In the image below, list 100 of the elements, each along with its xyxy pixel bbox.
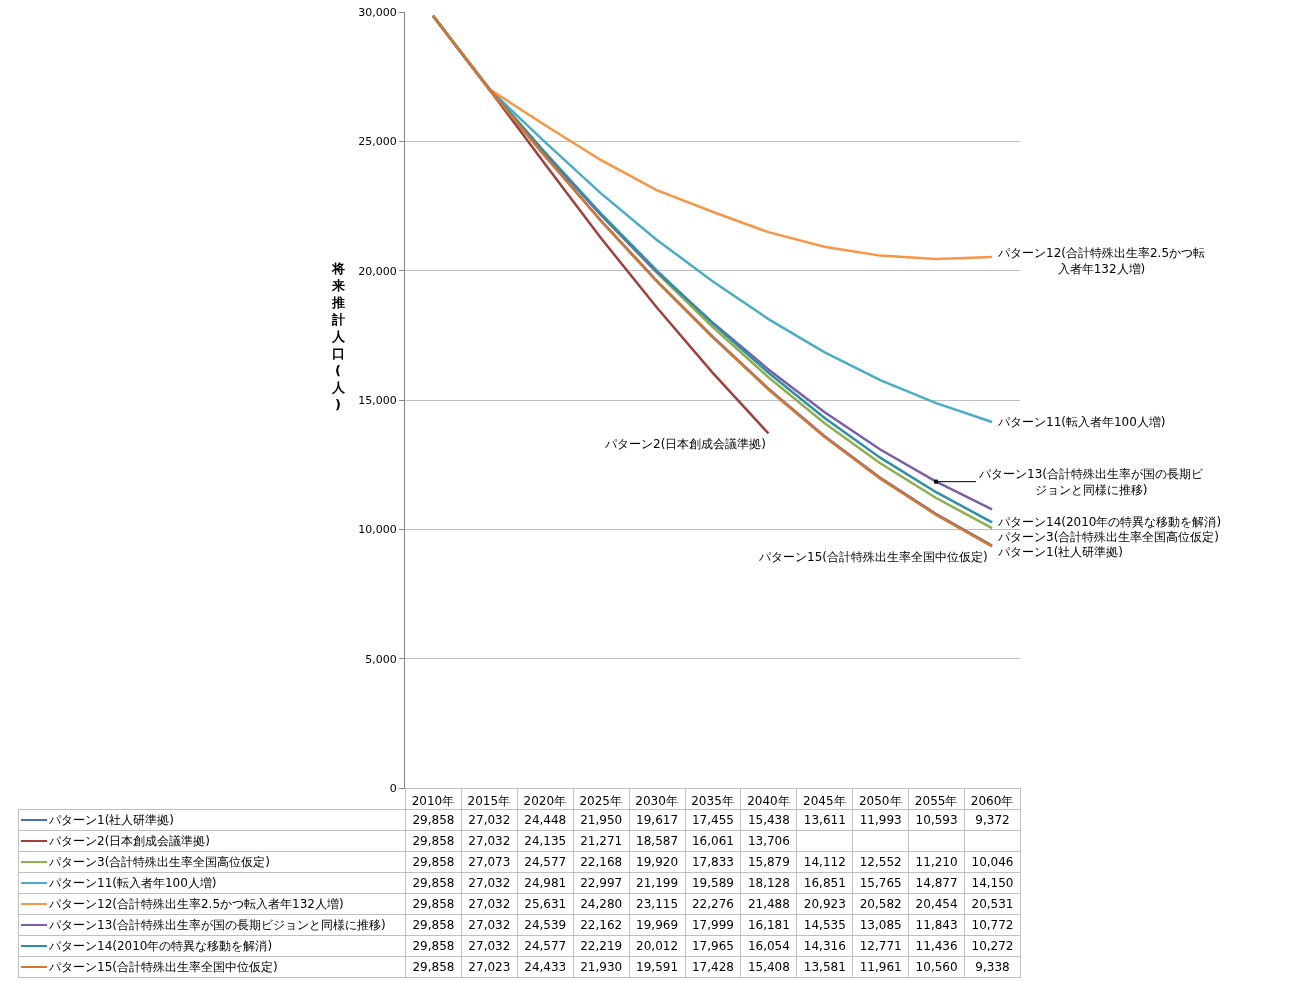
data-label: 24,539 — [517, 914, 574, 936]
data-label: 15,408 — [740, 956, 797, 978]
data-label: 17,965 — [685, 935, 741, 957]
data-label: 13,085 — [852, 914, 909, 936]
data-label: 24,433 — [517, 956, 574, 978]
data-label: 22,997 — [573, 872, 630, 894]
data-label: 12,771 — [852, 935, 909, 957]
legend-label: パターン13(合計特殊出生率が国の長期ビジョンと同様に推移) — [18, 914, 406, 936]
data-label: 11,843 — [908, 914, 965, 936]
legend-label: パターン14(2010年の特異な移動を解消) — [18, 935, 406, 957]
data-label: 10,046 — [964, 851, 1021, 873]
annotation: パターン2(日本創成会議準拠) — [604, 437, 766, 451]
x-tick-label: 2030年 — [635, 794, 678, 809]
data-label: 20,012 — [629, 935, 686, 957]
data-label: 29,858 — [405, 872, 462, 894]
x-tick-label: 2020年 — [523, 794, 567, 809]
y-tick-label: 20,000 — [358, 264, 397, 278]
x-tick-label: 2040年 — [747, 794, 790, 809]
data-label: 19,920 — [629, 851, 686, 873]
data-label: 24,577 — [517, 935, 574, 957]
data-label: 27,023 — [461, 956, 518, 978]
data-label: 10,272 — [964, 935, 1021, 957]
data-label: 14,112 — [796, 851, 853, 873]
data-label: 15,765 — [852, 872, 909, 894]
data-label: 14,316 — [796, 935, 853, 957]
data-label: 24,448 — [517, 809, 574, 831]
data-label: 27,032 — [461, 872, 518, 894]
data-label: 29,858 — [405, 893, 462, 915]
data-label: 23,115 — [629, 893, 686, 915]
data-label: 21,950 — [573, 809, 630, 831]
data-label: 16,181 — [740, 914, 797, 936]
data-label: 24,577 — [517, 851, 574, 873]
data-label: 27,032 — [461, 809, 518, 831]
data-label: 20,923 — [796, 893, 853, 915]
legend-label: パターン3(合計特殊出生率全国高位仮定) — [18, 851, 406, 873]
data-label: 21,930 — [573, 956, 630, 978]
data-label: 11,436 — [908, 935, 965, 957]
annotation: パターン12(合計特殊出生率2.5かつ転入者年132人増) — [997, 246, 1206, 276]
data-label: 15,879 — [740, 851, 797, 873]
y-tick-label: 30,000 — [358, 5, 397, 19]
data-label: 9,372 — [964, 809, 1021, 831]
data-label: 27,073 — [461, 851, 518, 873]
data-label: 17,428 — [685, 956, 741, 978]
x-tick-label: 2050年 — [858, 794, 902, 809]
data-label: 20,582 — [852, 893, 909, 915]
text: 将来推計人口(人) — [331, 261, 345, 412]
data-label: 18,587 — [629, 830, 686, 852]
y-tick-label: 10,000 — [358, 523, 397, 537]
data-label: 19,589 — [685, 872, 741, 894]
legend-label: パターン1(社人研準拠) — [18, 809, 406, 831]
data-label: 16,851 — [796, 872, 853, 894]
data-label: 17,999 — [685, 914, 741, 936]
legend-label: パターン12(合計特殊出生率2.5かつ転入者年132人増) — [18, 893, 406, 915]
data-label: 24,981 — [517, 872, 574, 894]
x-tick-label: 2010年 — [411, 794, 455, 809]
annotation: パターン11(転入者年100人増) — [997, 415, 1166, 429]
annotation: パターン15(合計特殊出生率全国中位仮定) — [758, 550, 988, 564]
data-label: 21,199 — [629, 872, 686, 894]
data-label: 22,162 — [573, 914, 630, 936]
data-label: 16,061 — [685, 830, 741, 852]
data-label: 14,877 — [908, 872, 965, 894]
annotation: パターン14(2010年の特異な移動を解消) — [997, 515, 1222, 529]
data-label: 29,858 — [405, 830, 462, 852]
annotation: パターン1(社人研準拠) — [997, 545, 1123, 559]
data-label: 9,338 — [964, 956, 1021, 978]
x-tick-label: 2025年 — [579, 794, 622, 809]
data-label: 29,858 — [405, 935, 462, 957]
data-label: 11,210 — [908, 851, 965, 873]
data-label: 27,032 — [461, 893, 518, 915]
data-label: 17,455 — [685, 809, 741, 831]
data-label: 13,611 — [796, 809, 853, 831]
data-label: 11,993 — [852, 809, 909, 831]
data-label: 14,535 — [796, 914, 853, 936]
legend-label: パターン11(転入者年100人増) — [18, 872, 406, 894]
data-label: 19,969 — [629, 914, 686, 936]
legend-label: パターン15(合計特殊出生率全国中位仮定) — [18, 956, 406, 978]
data-label: 13,706 — [740, 830, 797, 852]
data-label: 27,032 — [461, 935, 518, 957]
data-label: 18,128 — [740, 872, 797, 894]
data-label: 15,438 — [740, 809, 797, 831]
annotation: パターン3(合計特殊出生率全国高位仮定) — [997, 530, 1219, 544]
data-label: 20,531 — [964, 893, 1021, 915]
data-label: 19,617 — [629, 809, 686, 831]
y-tick-label: 5,000 — [365, 652, 397, 666]
data-label: 29,858 — [405, 956, 462, 978]
data-label: 10,772 — [964, 914, 1021, 936]
data-label: 22,219 — [573, 935, 630, 957]
y-tick-label: 25,000 — [358, 135, 397, 149]
data-label: 22,168 — [573, 851, 630, 873]
data-label: 11,961 — [852, 956, 909, 978]
data-label: 27,032 — [461, 914, 518, 936]
legend-label: パターン2(日本創成会議準拠) — [18, 830, 406, 852]
x-tick-label: 2035年 — [691, 794, 734, 809]
x-tick-label: 2015年 — [467, 794, 511, 809]
data-label: 14,150 — [964, 872, 1021, 894]
data-label: 17,833 — [685, 851, 741, 873]
data-label: 22,276 — [685, 893, 741, 915]
data-label: 27,032 — [461, 830, 518, 852]
data-label: 29,858 — [405, 809, 462, 831]
data-label: 29,858 — [405, 851, 462, 873]
